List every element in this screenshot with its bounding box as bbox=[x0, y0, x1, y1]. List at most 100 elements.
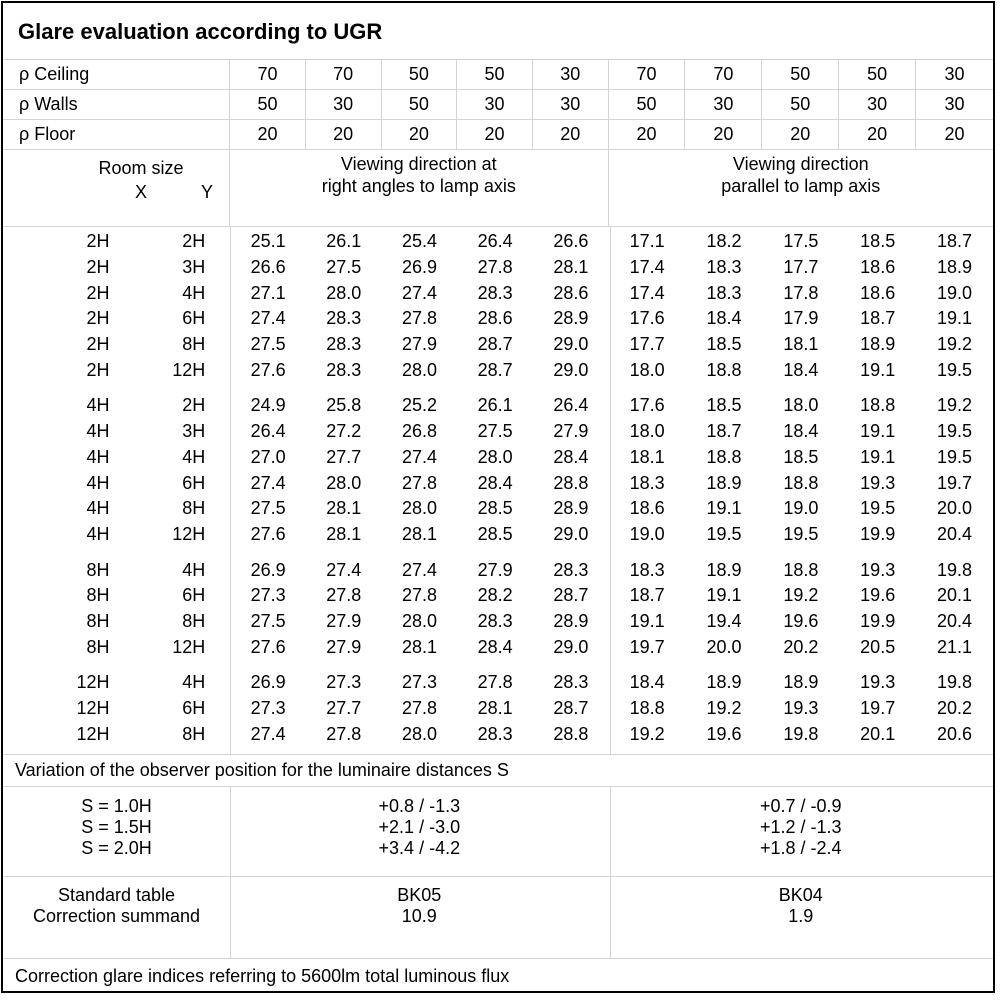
reflectance-value: 30 bbox=[944, 94, 965, 114]
ugr-value: 19.1 bbox=[860, 359, 896, 380]
ugr-value: 19.8 bbox=[937, 672, 973, 693]
ugr-value: 19.7 bbox=[860, 698, 896, 719]
ugr-value: 27.4 bbox=[401, 559, 437, 580]
variation-note: Variation of the observer position for t… bbox=[3, 755, 993, 787]
vertical-grid-line bbox=[610, 787, 611, 876]
reflectance-value: 70 bbox=[609, 60, 686, 89]
ugr-value: 18.7 bbox=[860, 308, 896, 329]
ugr-value: 18.5 bbox=[706, 334, 742, 355]
ugr-value: 20.0 bbox=[706, 636, 742, 657]
ugr-value: 27.3 bbox=[250, 585, 286, 606]
room-x-value: 4H bbox=[86, 472, 110, 493]
reflectance-value: 50 bbox=[230, 90, 306, 119]
distance-label: S = 2.0H bbox=[81, 838, 152, 858]
ugr-value: 28.3 bbox=[553, 559, 589, 580]
footer-note: Correction glare indices referring to 56… bbox=[15, 966, 510, 986]
ugr-value: 18.1 bbox=[783, 334, 819, 355]
ugr-value: 19.5 bbox=[860, 498, 896, 519]
ugr-value: 27.4 bbox=[250, 308, 286, 329]
ugr-table-row: 2H 12H 27.6 28.3 28.0 28.7 29.0 18.0 18.8 18.4 19.… bbox=[3, 358, 993, 384]
observer-distance-row: S = 1.0H +0.8 / -1.3 +0.7 / -0.9 bbox=[3, 796, 993, 817]
reflectance-value: 20 bbox=[230, 120, 306, 149]
reflectance-value: 20 bbox=[306, 120, 382, 149]
ugr-value: 26.9 bbox=[401, 256, 437, 277]
ugr-value: 19.9 bbox=[860, 611, 896, 632]
ugr-value: 27.8 bbox=[401, 472, 437, 493]
ugr-value: 20.4 bbox=[937, 611, 973, 632]
room-size-title: Room size bbox=[98, 158, 184, 178]
ugr-table-row: 12H 4H 26.9 27.3 27.3 27.8 28.3 18.4 18.9 18.9 19.… bbox=[3, 670, 993, 696]
ugr-value: 26.1 bbox=[326, 231, 362, 251]
ugr-value: 18.9 bbox=[706, 672, 742, 693]
ugr-value: 28.1 bbox=[326, 524, 362, 545]
ugr-value: 18.8 bbox=[629, 698, 665, 719]
ugr-value: 19.6 bbox=[783, 611, 819, 632]
ugr-value: 28.6 bbox=[477, 308, 513, 329]
ugr-value: 28.5 bbox=[477, 498, 513, 519]
ugr-value: 26.9 bbox=[250, 559, 286, 580]
correction-summand-left-value: 10.9 bbox=[401, 906, 437, 926]
room-x-value: 2H bbox=[86, 334, 110, 355]
ugr-table-row: 8H 8H 27.5 27.9 28.0 28.3 28.9 19.1 19.4 19.6 19.9… bbox=[3, 609, 993, 635]
standard-table-row: Standard table BK05 BK04 bbox=[3, 885, 993, 906]
ugr-value: 28.2 bbox=[477, 585, 513, 606]
ugr-value: 28.7 bbox=[553, 698, 589, 719]
room-y-value: 6H bbox=[182, 585, 206, 606]
correction-summand-label: Correction summand bbox=[33, 906, 201, 926]
ugr-value: 19.1 bbox=[629, 611, 665, 632]
reflectance-value: 20 bbox=[382, 120, 458, 149]
ugr-value: 28.4 bbox=[477, 636, 513, 657]
ugr-value: 19.2 bbox=[937, 395, 973, 416]
reflectance-value: 50 bbox=[609, 90, 686, 119]
ugr-table-row: 8H 6H 27.3 27.8 27.8 28.2 28.7 18.7 19.1 19.2 19.6… bbox=[3, 583, 993, 609]
ugr-value: 18.2 bbox=[706, 231, 742, 251]
ugr-value: 20.2 bbox=[783, 636, 819, 657]
ugr-value: 20.6 bbox=[937, 723, 973, 744]
reflectance-value: 30 bbox=[533, 90, 609, 119]
ugr-value: 28.1 bbox=[477, 698, 513, 719]
ugr-value: 25.2 bbox=[401, 395, 437, 416]
room-size-header: Room size X Y bbox=[3, 150, 231, 226]
distance-left-value: +3.4 / -4.2 bbox=[378, 838, 461, 858]
ugr-value: 19.2 bbox=[937, 334, 973, 355]
distance-label: S = 1.5H bbox=[81, 817, 152, 837]
reflectance-value: 70 bbox=[306, 60, 382, 89]
ugr-value: 26.6 bbox=[250, 256, 286, 277]
ugr-value: 17.4 bbox=[629, 282, 665, 303]
ugr-value: 27.2 bbox=[326, 421, 362, 442]
reflectance-label: ρ Walls bbox=[3, 90, 231, 119]
observer-distance-row: S = 2.0H +3.4 / -4.2 +1.8 / -2.4 bbox=[3, 838, 993, 859]
distance-left-value: +2.1 / -3.0 bbox=[378, 817, 461, 837]
ugr-value: 18.9 bbox=[706, 472, 742, 493]
ugr-value: 18.5 bbox=[783, 446, 819, 467]
ugr-value: 28.3 bbox=[326, 308, 362, 329]
room-y-value: 4H bbox=[182, 559, 206, 580]
room-y-value: 2H bbox=[182, 231, 206, 251]
room-y-value: 12H bbox=[172, 636, 206, 657]
ugr-value: 27.9 bbox=[326, 611, 362, 632]
ugr-value: 19.3 bbox=[860, 559, 896, 580]
ugr-value: 18.0 bbox=[629, 421, 665, 442]
distance-label: S = 1.0H bbox=[81, 796, 152, 816]
ugr-value: 17.5 bbox=[783, 231, 819, 251]
ugr-value: 29.0 bbox=[553, 524, 589, 545]
vertical-grid-line bbox=[230, 787, 231, 876]
ugr-value: 27.5 bbox=[326, 256, 362, 277]
distance-right-value: +0.7 / -0.9 bbox=[759, 796, 842, 816]
room-y-value: 4H bbox=[182, 672, 206, 693]
ugr-value: 18.9 bbox=[783, 672, 819, 693]
ugr-value: 25.4 bbox=[401, 231, 437, 251]
reflectance-value: 20 bbox=[609, 120, 686, 149]
ugr-value: 19.5 bbox=[937, 446, 973, 467]
viewing-direction-parallel-header: Viewing direction parallel to lamp axis bbox=[609, 150, 993, 226]
ugr-value: 19.8 bbox=[937, 559, 973, 580]
group-gap bbox=[3, 548, 993, 558]
ugr-table-row: 12H 8H 27.4 27.8 28.0 28.3 28.8 19.2 19.6 19.8 20.… bbox=[3, 722, 993, 748]
ugr-value: 20.4 bbox=[937, 524, 973, 545]
reflectance-value: 70 bbox=[230, 60, 306, 89]
ugr-value: 27.8 bbox=[401, 308, 437, 329]
room-x-value: 4H bbox=[86, 524, 110, 545]
room-size-x-label: X bbox=[135, 182, 148, 202]
room-y-value: 8H bbox=[182, 723, 206, 744]
